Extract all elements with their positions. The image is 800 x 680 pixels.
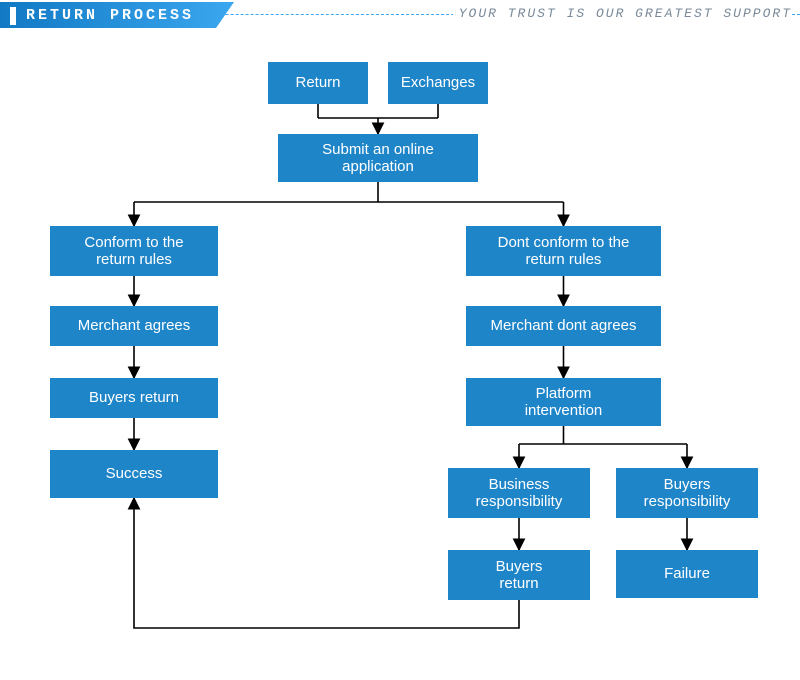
header-accent-wrap: [0, 4, 26, 28]
flow-node-mdontagree: Merchant dont agrees: [466, 306, 661, 346]
flowchart-canvas: Return Exchanges Submit an onlineapplicati…: [0, 30, 800, 680]
header-title: RETURN PROCESS: [26, 7, 194, 24]
flow-node-failure: Failure: [616, 550, 758, 598]
header-accent-mark: [10, 7, 16, 25]
header-tagline: YOUR TRUST IS OUR GREATEST SUPPORT: [453, 6, 792, 21]
flow-node-conform: Conform to thereturn rules: [50, 226, 218, 276]
header-bar: RETURN PROCESS: [0, 2, 234, 28]
flow-node-return: Return: [268, 62, 368, 104]
flow-node-magree: Merchant agrees: [50, 306, 218, 346]
flow-node-bizresp: Businessresponsibility: [448, 468, 590, 518]
flow-node-dontconform: Dont conform to thereturn rules: [466, 226, 661, 276]
flow-node-buyresp: Buyersresponsibility: [616, 468, 758, 518]
header: RETURN PROCESS YOUR TRUST IS OUR GREATES…: [0, 0, 800, 30]
flow-node-exchanges: Exchanges: [388, 62, 488, 104]
flow-node-breturn2: Buyersreturn: [448, 550, 590, 600]
flow-node-platform: Platformintervention: [466, 378, 661, 426]
flow-node-success: Success: [50, 450, 218, 498]
flow-node-breturn1: Buyers return: [50, 378, 218, 418]
flow-node-submit: Submit an onlineapplication: [278, 134, 478, 182]
